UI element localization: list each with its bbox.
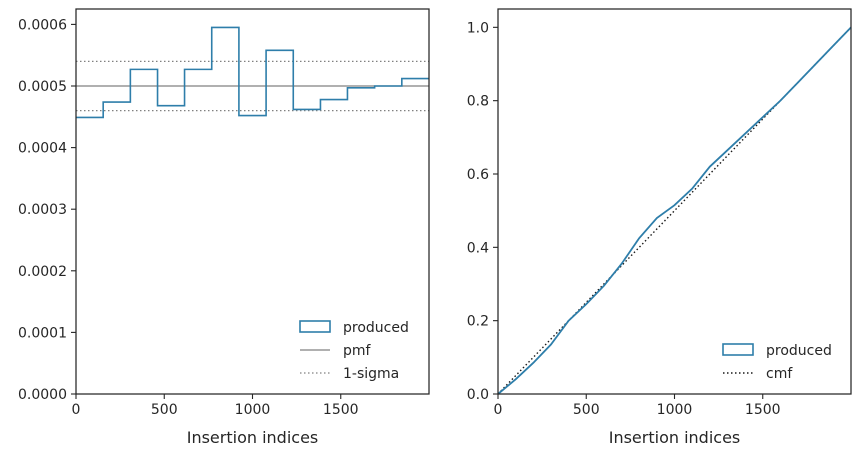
- legend-pmf-label: pmf: [343, 343, 372, 359]
- produced-histogram-step: [76, 26, 429, 119]
- right-x-axis-label: Insertion indices: [609, 428, 741, 447]
- right-y-tick-label: 0.8: [467, 94, 489, 110]
- left-x-tick-label: 0: [72, 402, 81, 418]
- right-y-ticks: 0.0 0.2 0.4 0.6 0.8 1.0: [467, 20, 498, 403]
- right-axes-frame: [497, 8, 852, 395]
- right-x-tick-label: 500: [573, 402, 600, 418]
- left-y-tick-label: 0.0002: [18, 264, 67, 280]
- left-y-ticks: 0.0000 0.0001 0.0002 0.0003 0.0004 0.0005 0.00…: [18, 17, 76, 403]
- left-x-ticks: 0 500 1000 1500: [72, 394, 359, 418]
- left-x-tick-label: 1000: [235, 402, 271, 418]
- left-x-axis-label: Insertion indices: [187, 428, 319, 447]
- legend-produced-swatch: [722, 343, 754, 356]
- right-y-tick-label: 0.0: [467, 387, 489, 403]
- right-y-tick-label: 1.0: [467, 20, 489, 36]
- right-x-tick-label: 1000: [657, 402, 693, 418]
- left-y-tick-label: 0.0001: [18, 325, 67, 341]
- right-y-tick-label: 0.4: [467, 240, 489, 256]
- left-y-tick-label: 0.0005: [18, 79, 67, 95]
- sigma-band-lines: [76, 60, 429, 112]
- right-legend: produced cmf: [722, 343, 832, 382]
- produced-cdf-line: [497, 26, 852, 395]
- right-y-tick-label: 0.2: [467, 314, 489, 330]
- legend-cmf-label: cmf: [766, 366, 793, 382]
- right-x-ticks: 0 500 1000 1500: [494, 394, 781, 418]
- left-axes-frame: [75, 8, 430, 395]
- right-x-tick-label: 1500: [745, 402, 781, 418]
- left-x-tick-label: 1500: [323, 402, 359, 418]
- legend-sigma-label: 1-sigma: [343, 366, 399, 382]
- left-y-tick-label: 0.0006: [18, 17, 67, 33]
- left-y-tick-label: 0.0000: [18, 387, 67, 403]
- left-panel: 0 500 1000 1500 0.00000.00010.00020.00030.0…: [18, 8, 430, 447]
- right-y-tick-label: 0.6: [467, 167, 489, 183]
- right-x-tick-label: 0: [494, 402, 503, 418]
- right-panel: 0 500 1000 1500 0.0 0.2 0.4 0.6 0.8 1.0 Insertio…: [467, 8, 852, 447]
- left-y-tick-label: 0.0003: [18, 202, 67, 218]
- legend-produced-label: produced: [766, 343, 832, 359]
- legend-produced-label: produced: [343, 320, 409, 336]
- left-y-tick-label: 0.0004: [18, 141, 67, 157]
- legend-produced-swatch: [299, 320, 331, 333]
- left-x-tick-label: 500: [151, 402, 178, 418]
- left-legend: produced pmf 1-sigma: [299, 320, 409, 382]
